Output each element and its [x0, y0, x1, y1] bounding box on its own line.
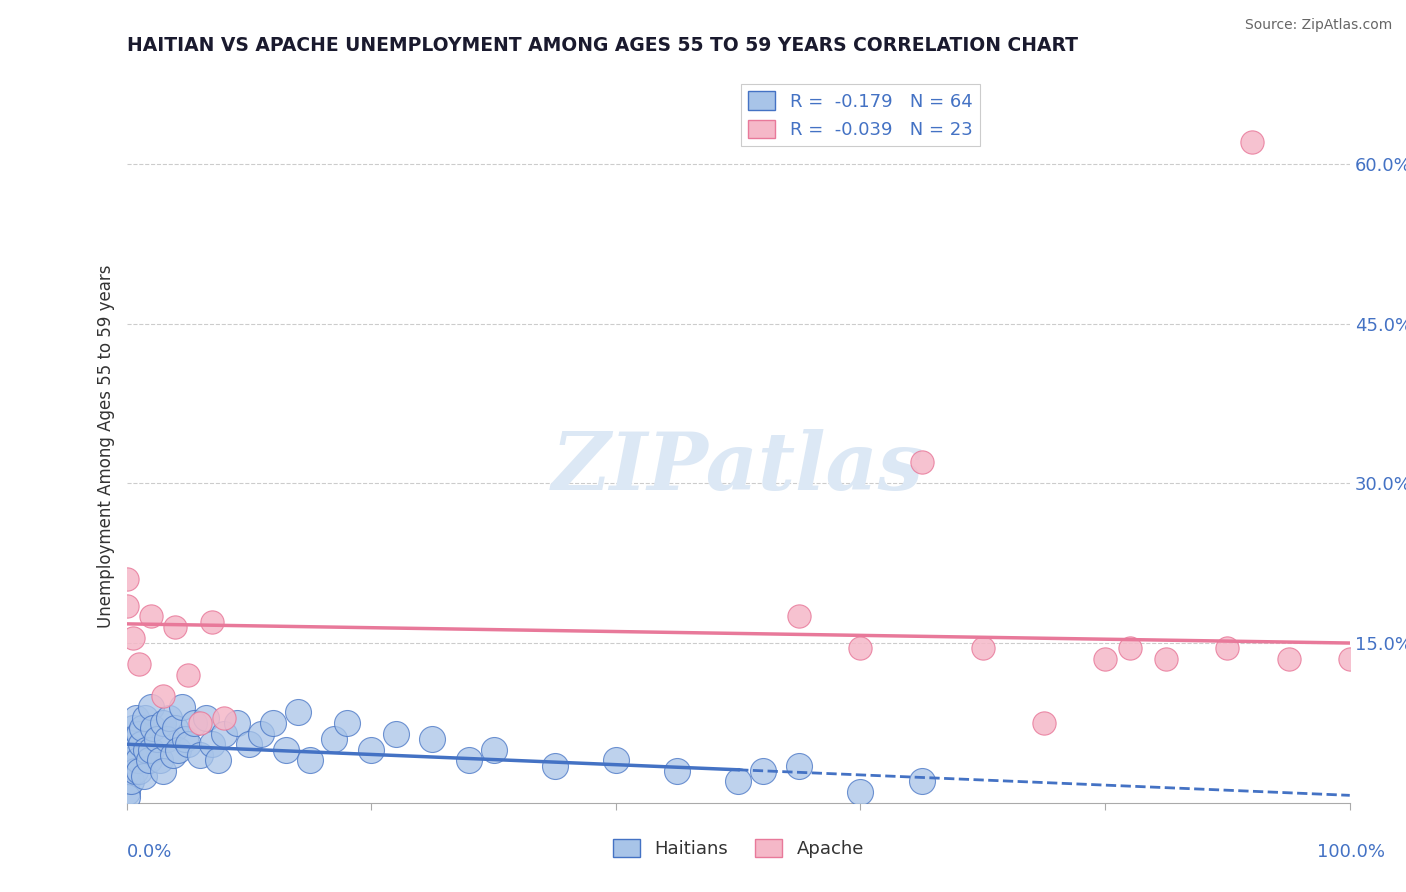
Point	[238, 737, 260, 751]
Point	[911, 774, 934, 789]
Point	[787, 609, 810, 624]
Point	[146, 731, 169, 746]
Point	[115, 764, 138, 778]
Point	[911, 455, 934, 469]
Point	[336, 715, 359, 730]
Point	[262, 715, 284, 730]
Point	[274, 742, 297, 756]
Point	[174, 731, 197, 746]
Text: ZIPatlas: ZIPatlas	[553, 429, 924, 506]
Point	[201, 737, 224, 751]
Point	[1032, 715, 1054, 730]
Point	[201, 615, 224, 629]
Point	[225, 715, 247, 730]
Point	[122, 742, 145, 756]
Point	[1094, 652, 1116, 666]
Point	[120, 753, 142, 767]
Point	[118, 731, 141, 746]
Point	[165, 620, 187, 634]
Point	[207, 753, 229, 767]
Point	[132, 769, 155, 783]
Point	[384, 726, 406, 740]
Y-axis label: Unemployment Among Ages 55 to 59 years: Unemployment Among Ages 55 to 59 years	[97, 264, 115, 628]
Point	[214, 726, 236, 740]
Point	[124, 764, 146, 778]
Point	[1118, 641, 1140, 656]
Point	[162, 747, 184, 762]
Point	[787, 758, 810, 772]
Point	[177, 668, 200, 682]
Point	[134, 710, 156, 724]
Point	[138, 753, 160, 767]
Point	[152, 715, 174, 730]
Point	[183, 715, 205, 730]
Point	[115, 572, 138, 586]
Point	[195, 710, 218, 724]
Point	[666, 764, 689, 778]
Point	[849, 641, 872, 656]
Point	[120, 774, 142, 789]
Legend: Haitians, Apache: Haitians, Apache	[606, 831, 870, 865]
Point	[1156, 652, 1178, 666]
Point	[1339, 652, 1361, 666]
Point	[543, 758, 565, 772]
Point	[115, 774, 138, 789]
Point	[250, 726, 273, 740]
Point	[157, 710, 180, 724]
Point	[360, 742, 382, 756]
Point	[152, 764, 174, 778]
Point	[142, 721, 165, 735]
Point	[1240, 136, 1263, 150]
Point	[128, 657, 150, 672]
Point	[131, 721, 153, 735]
Point	[139, 609, 162, 624]
Point	[129, 737, 152, 751]
Point	[115, 753, 138, 767]
Point	[1216, 641, 1239, 656]
Point	[165, 721, 187, 735]
Text: 0.0%: 0.0%	[127, 843, 172, 861]
Point	[127, 753, 149, 767]
Point	[727, 774, 749, 789]
Point	[849, 785, 872, 799]
Point	[121, 721, 143, 735]
Point	[125, 710, 148, 724]
Point	[751, 764, 773, 778]
Point	[323, 731, 346, 746]
Text: Source: ZipAtlas.com: Source: ZipAtlas.com	[1244, 18, 1392, 32]
Point	[135, 742, 157, 756]
Point	[972, 641, 994, 656]
Point	[1277, 652, 1299, 666]
Point	[152, 690, 174, 704]
Point	[458, 753, 481, 767]
Point	[167, 742, 190, 756]
Point	[139, 742, 162, 756]
Point	[299, 753, 322, 767]
Point	[115, 785, 138, 799]
Point	[121, 631, 143, 645]
Point	[188, 715, 211, 730]
Point	[115, 599, 138, 613]
Point	[148, 753, 170, 767]
Point	[482, 742, 505, 756]
Point	[170, 700, 193, 714]
Point	[128, 726, 150, 740]
Point	[214, 710, 236, 724]
Point	[156, 731, 179, 746]
Text: 100.0%: 100.0%	[1317, 843, 1385, 861]
Point	[605, 753, 627, 767]
Point	[128, 764, 150, 778]
Point	[287, 706, 309, 720]
Point	[115, 790, 138, 805]
Point	[188, 747, 211, 762]
Text: HAITIAN VS APACHE UNEMPLOYMENT AMONG AGES 55 TO 59 YEARS CORRELATION CHART: HAITIAN VS APACHE UNEMPLOYMENT AMONG AGE…	[127, 36, 1077, 54]
Point	[422, 731, 444, 746]
Point	[177, 737, 200, 751]
Point	[139, 700, 162, 714]
